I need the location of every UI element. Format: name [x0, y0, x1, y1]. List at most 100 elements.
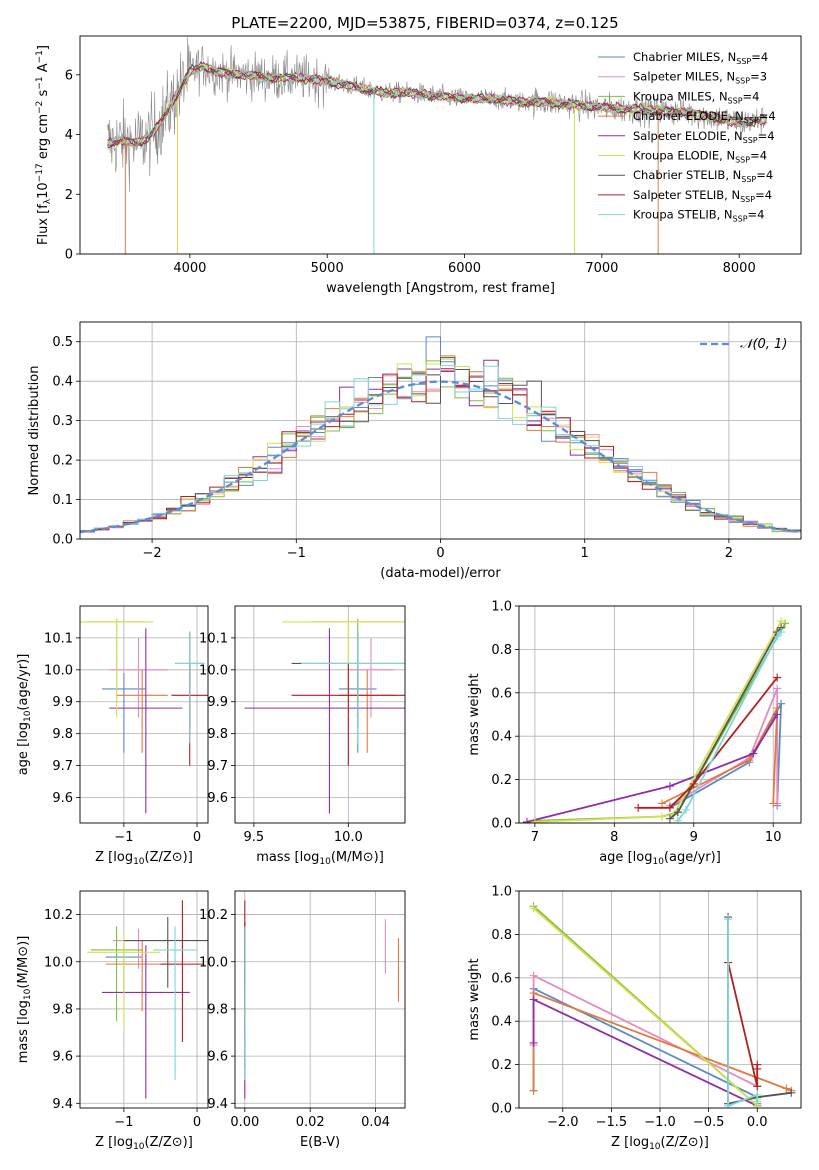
- y-tick-label: 9.6: [52, 791, 73, 806]
- legend-entry: Chabrier ELODIE, NSSP=4: [633, 109, 776, 125]
- x-tick-label: 0: [193, 1115, 201, 1130]
- y-tick-label: 9.4: [207, 1097, 228, 1112]
- y-tick-label: 10.1: [199, 631, 228, 646]
- weight-line-chabrier_elodie: [532, 991, 792, 1092]
- weight-marker-chabrier_stelib: [787, 1088, 796, 1097]
- weight-line-chabrier_elodie: [661, 707, 779, 805]
- y-tick-label: 9.8: [207, 1002, 228, 1017]
- weight-marker-kroupa_stelib: [777, 628, 786, 637]
- x-tick-label: 7: [531, 830, 539, 845]
- weight-marker-salpeter_stelib: [753, 1060, 762, 1069]
- y-tick-label: 0.4: [491, 1015, 512, 1030]
- x-tick-label: −0.5: [693, 1115, 725, 1130]
- x-tick-label: −1: [114, 1115, 133, 1130]
- weight-line-salpeter_stelib: [638, 677, 778, 809]
- panel-age_vs_z: −1 0 9.6 9.7 9.8 9.9 10.0 10.1 Z [log10(Z/Z⊙)] ag…: [16, 605, 209, 867]
- y-tick-label: 0.6: [491, 686, 512, 701]
- weight-marker-salpeter_stelib: [689, 779, 698, 788]
- y-tick-label: 9.8: [207, 727, 228, 742]
- plot-area: [522, 617, 790, 823]
- weight-marker-kroupa_elodie: [530, 817, 539, 823]
- weight-marker-kroupa_elodie: [529, 904, 538, 913]
- weight-marker-salpeter_elodie: [749, 749, 758, 758]
- weight-marker-kroupa_stelib: [724, 915, 733, 924]
- y-tick-label: 9.7: [207, 759, 228, 774]
- y-tick-label: 10.0: [44, 663, 73, 678]
- panel-weight_vs_age: 7 8 9 10 0.0 0.2 0.4 0.6 0.8 1.0 mass weight age [l…: [467, 600, 802, 867]
- y-tick-label: 0.1: [52, 493, 73, 508]
- legend-entry: Chabrier STELIB, NSSP=4: [633, 168, 773, 184]
- y-tick-label: 0.4: [52, 375, 73, 390]
- x-tick-label: 9: [690, 830, 698, 845]
- legend-entry: Salpeter STELIB, NSSP=4: [633, 188, 772, 204]
- x-tick-label: 0.0: [747, 1115, 768, 1130]
- y-tick-label: 9.8: [52, 1002, 73, 1017]
- axes-frame: [79, 35, 802, 255]
- weight-marker-salpeter_elodie: [773, 710, 782, 719]
- weight-marker-chabrier_elodie: [657, 799, 666, 808]
- x-tick-label: 0: [193, 830, 201, 845]
- x-tick-label: −2: [143, 546, 162, 561]
- x-tick-label: 8000: [723, 261, 756, 276]
- weight-marker-chabrier_elodie: [782, 1084, 791, 1093]
- x-tick-label: 0.00: [230, 1115, 259, 1130]
- x-axis-label: (data-model)/error: [380, 566, 501, 581]
- x-axis-label: mass [log10(M/M⊙)]: [256, 850, 384, 867]
- y-axis-label: mass weight: [467, 958, 482, 1040]
- y-tick-label: 10.2: [44, 908, 73, 923]
- y-tick-label: 0: [65, 248, 73, 263]
- weight-marker-chabrier_stelib: [665, 814, 674, 823]
- x-axis-label: wavelength [Angstrom, rest frame]: [326, 281, 555, 296]
- y-tick-label: 9.9: [52, 695, 73, 710]
- legend: Chabrier MILES, NSSP=4 Salpeter MILES, NS…: [598, 50, 776, 224]
- axes-frame: [79, 321, 802, 540]
- y-tick-label: 0.0: [491, 817, 512, 832]
- weight-marker-chabrier_elodie: [529, 1086, 538, 1095]
- plot-area: [107, 36, 768, 254]
- y-tick-label: 10.0: [199, 663, 228, 678]
- weight-line-kroupa_elodie: [533, 907, 759, 1108]
- y-tick-label: 10.0: [44, 955, 73, 970]
- plot-area: [244, 618, 405, 814]
- model-chabrier_stelib: [107, 63, 767, 148]
- weight-line-kroupa_elodie: [534, 620, 782, 823]
- y-tick-label: 1.0: [491, 885, 512, 900]
- y-axis-label: mass weight: [467, 673, 482, 755]
- legend-entry: Chabrier MILES, NSSP=4: [633, 50, 768, 66]
- axes-frame: [234, 890, 406, 1109]
- y-tick-label: 0.4: [491, 730, 512, 745]
- weight-marker-kroupa_stelib: [673, 816, 682, 823]
- y-tick-label: 0.8: [491, 928, 512, 943]
- y-tick-label: 6: [65, 68, 73, 83]
- x-tick-label: 1: [581, 546, 589, 561]
- x-axis-label: age [log10(age/yr)]: [599, 850, 721, 867]
- x-tick-label: −1.5: [596, 1115, 628, 1130]
- normal-distribution-curve: [80, 380, 801, 534]
- y-axis-label: Flux [fλ10−17 erg cm−2 s−1 A−1]: [35, 45, 53, 245]
- y-tick-label: 0.6: [491, 971, 512, 986]
- weight-marker-chabrier_elodie: [769, 799, 778, 808]
- x-tick-label: 2: [725, 546, 733, 561]
- y-tick-label: 9.7: [52, 759, 73, 774]
- weight-marker-kroupa_miles: [781, 619, 790, 628]
- y-tick-label: 10.0: [199, 955, 228, 970]
- weight-line-salpeter_miles: [669, 688, 779, 807]
- y-axis-label: age [log10(age/yr)]: [16, 654, 33, 776]
- plot-area: [244, 900, 400, 1099]
- y-tick-label: 9.4: [52, 1097, 73, 1112]
- weight-marker-salpeter_stelib: [634, 803, 643, 812]
- y-tick-label: 9.6: [207, 791, 228, 806]
- y-axis-label: mass [log10(M/M⊙)]: [16, 936, 33, 1064]
- y-tick-label: 0.2: [52, 454, 73, 469]
- weight-line-salpeter_elodie: [532, 998, 758, 1107]
- figure-title: PLATE=2200, MJD=53875, FIBERID=0374, z=0…: [231, 14, 618, 32]
- x-tick-label: 10: [765, 830, 782, 845]
- weight-marker-salpeter_stelib: [773, 673, 782, 682]
- x-tick-label: −1: [287, 546, 306, 561]
- x-tick-label: 8: [610, 830, 618, 845]
- axes-frame: [518, 605, 802, 824]
- y-tick-label: 0.2: [491, 773, 512, 788]
- panel-residuals: −2 −1 0 1 2 0.0 0.1 0.2 0.3 0.4 0.5 (data-model)/er…: [27, 321, 802, 581]
- y-tick-label: 10.2: [199, 908, 228, 923]
